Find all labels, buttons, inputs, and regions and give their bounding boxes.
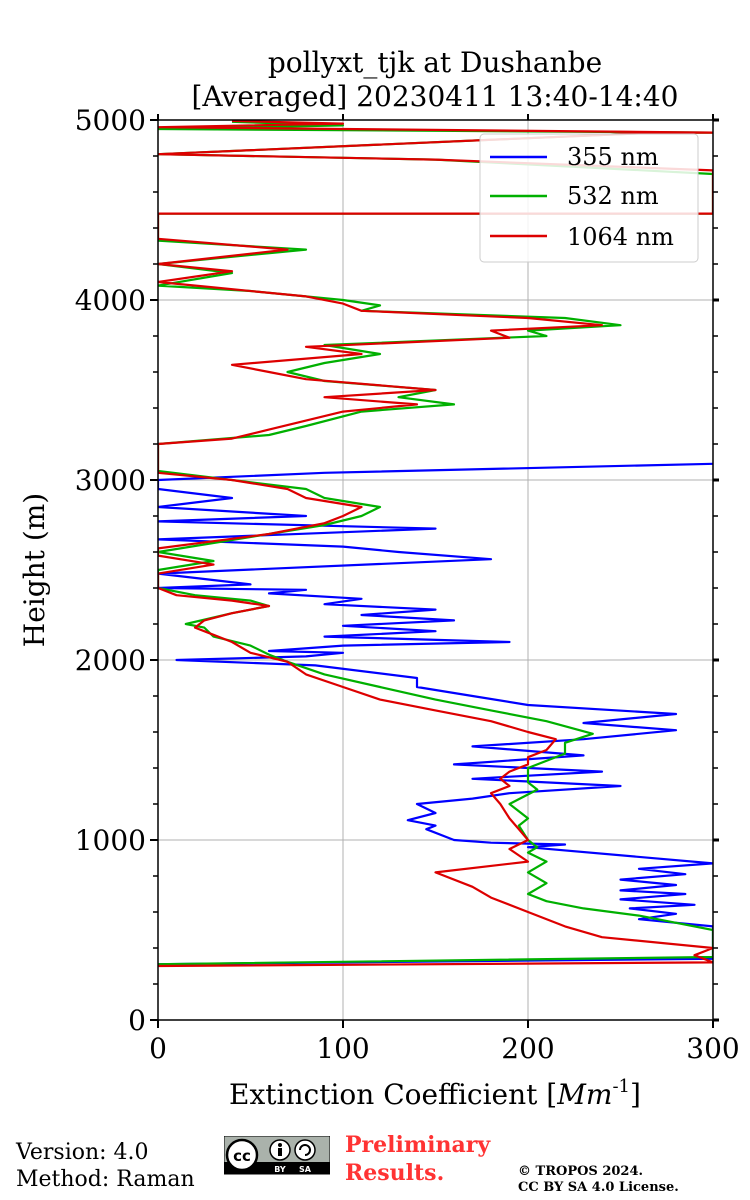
legend: 355 nm 532 nm 1064 nm [479, 133, 699, 263]
y-tick-label: 1000 [75, 824, 146, 857]
chart-title: pollyxt_tjk at Dushanbe [268, 46, 602, 79]
version-text: Version: 4.0 [16, 1140, 149, 1165]
y-tick-label: 3000 [75, 464, 146, 497]
cc-by-text: BY [274, 1165, 286, 1174]
grid [158, 120, 713, 1020]
y-tick-label: 2000 [75, 644, 146, 677]
legend-label-355: 355 nm [567, 143, 659, 171]
series-line-1064-nm [158, 120, 713, 968]
method-text: Method: Raman [16, 1167, 195, 1192]
x-tick-label: 200 [501, 1032, 554, 1065]
y-tick-label: 4000 [75, 284, 146, 317]
y-axis-label: Height (m) [18, 493, 51, 647]
legend-label-1064: 1064 nm [567, 223, 674, 251]
results-label: Results. [345, 1160, 445, 1186]
x-tick-label: 300 [686, 1032, 739, 1065]
series-layer [158, 120, 713, 968]
y-tick-label: 5000 [75, 104, 146, 137]
y-tick-label: 0 [128, 1004, 146, 1037]
cc-by-sa-icon: cc BY SA [224, 1136, 330, 1175]
license-text: CC BY SA 4.0 License. [518, 1180, 679, 1195]
chart-subtitle: [Averaged] 20230411 13:40-14:40 [192, 80, 679, 113]
x-axis-label: Extinction Coefficient [Mm-1] [229, 1076, 641, 1111]
series-line-355-nm [158, 462, 713, 966]
copyright-text: © TROPOS 2024. [518, 1164, 644, 1179]
cc-logo-text: cc [233, 1147, 251, 1165]
cc-sa-text: SA [299, 1165, 312, 1174]
x-tick-label: 0 [149, 1032, 167, 1065]
plot-frame [157, 119, 714, 1021]
preliminary-label: Preliminary [345, 1132, 491, 1158]
x-tick-label: 100 [316, 1032, 369, 1065]
legend-box [479, 133, 699, 263]
legend-label-532: 532 nm [567, 182, 659, 210]
